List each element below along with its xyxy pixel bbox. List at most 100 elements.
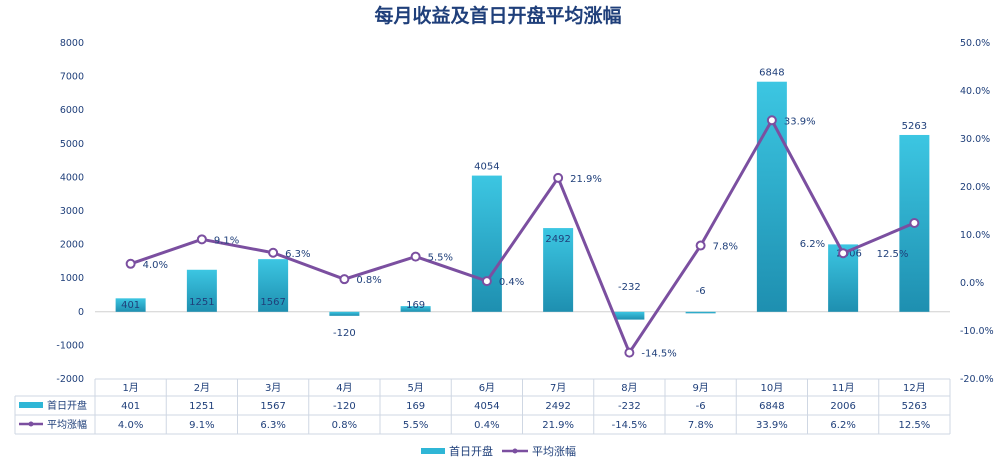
line-point bbox=[766, 115, 777, 126]
table-cell: 6848 bbox=[759, 401, 784, 412]
table-cell: -232 bbox=[618, 401, 641, 412]
line-data-label: 9.1% bbox=[214, 235, 239, 246]
right-tick-label: -20.0% bbox=[960, 374, 994, 385]
bar-legend-swatch bbox=[19, 402, 43, 408]
table-cell: -6 bbox=[696, 401, 706, 412]
left-tick-label: -2000 bbox=[56, 374, 84, 385]
line-data-label: 21.9% bbox=[570, 174, 602, 185]
line-point bbox=[481, 276, 492, 287]
line-data-label: 12.5% bbox=[877, 249, 909, 260]
line-point bbox=[268, 247, 279, 258]
bar bbox=[543, 228, 574, 312]
bar bbox=[471, 175, 502, 312]
bar bbox=[614, 311, 645, 320]
table-cell: 169 bbox=[406, 401, 425, 412]
bar-data-label: 1251 bbox=[189, 297, 214, 308]
table-category: 5月 bbox=[407, 382, 423, 394]
table-cell: 12.5% bbox=[898, 420, 930, 431]
table-cell: 0.8% bbox=[332, 420, 357, 431]
table-cell: -14.5% bbox=[612, 420, 647, 431]
right-tick-label: 40.0% bbox=[960, 86, 990, 97]
line-data-label: 33.9% bbox=[784, 116, 816, 127]
bar bbox=[329, 311, 360, 316]
left-tick-label: 8000 bbox=[60, 38, 84, 49]
legend: 首日开盘 平均涨幅 bbox=[421, 444, 576, 458]
bar-data-label: 2006 bbox=[836, 248, 861, 259]
bar bbox=[685, 311, 716, 314]
bar-data-label: 2492 bbox=[545, 234, 570, 245]
line-data-label: 0.8% bbox=[356, 275, 381, 286]
table-cell: 0.4% bbox=[474, 420, 499, 431]
bar-data-label: -120 bbox=[333, 328, 356, 339]
bar-data-label: -232 bbox=[618, 282, 641, 293]
bar bbox=[258, 259, 289, 312]
table-cell: 2006 bbox=[830, 401, 855, 412]
bar bbox=[186, 269, 217, 312]
table-cell: 9.1% bbox=[189, 420, 214, 431]
left-tick-label: 0 bbox=[78, 307, 84, 318]
line-data-label: 6.2% bbox=[800, 239, 825, 250]
line-point bbox=[553, 172, 564, 183]
table-category: 6月 bbox=[479, 382, 495, 394]
table-cell: 1251 bbox=[189, 401, 214, 412]
table-cell: 7.8% bbox=[688, 420, 713, 431]
left-tick-label: 4000 bbox=[60, 172, 84, 183]
left-tick-label: 5000 bbox=[60, 139, 84, 150]
line-data-label: 7.8% bbox=[713, 242, 738, 253]
left-tick-label: -1000 bbox=[56, 340, 84, 351]
bar-data-label: 401 bbox=[121, 300, 140, 311]
table-cell: 6.2% bbox=[830, 420, 855, 431]
bar bbox=[115, 298, 146, 312]
table-cell: 5263 bbox=[902, 401, 927, 412]
bar-data-label: 4054 bbox=[474, 162, 499, 173]
legend-line-label: 平均涨幅 bbox=[532, 445, 576, 458]
line-path bbox=[130, 118, 915, 355]
legend-bar-swatch bbox=[421, 448, 445, 454]
left-tick-label: 7000 bbox=[60, 72, 84, 83]
line-point bbox=[125, 258, 136, 269]
right-tick-label: 30.0% bbox=[960, 134, 990, 145]
table-category: 4月 bbox=[336, 382, 352, 394]
left-tick-label: 1000 bbox=[60, 273, 84, 284]
table-category: 10月 bbox=[761, 382, 784, 394]
line-point bbox=[410, 251, 421, 262]
table-category: 9月 bbox=[692, 382, 708, 394]
table-category: 3月 bbox=[265, 382, 281, 394]
table-category: 12月 bbox=[903, 382, 926, 394]
left-tick-label: 2000 bbox=[60, 240, 84, 251]
right-y-axis: 50.0% 40.0% 30.0% 20.0% 10.0% 0.0% -10.0% -20.0… bbox=[960, 38, 994, 385]
left-y-axis: 8000 7000 6000 5000 4000 3000 2000 1000 0 -1000 -2… bbox=[56, 38, 84, 385]
table-category: 8月 bbox=[621, 382, 637, 394]
bar-data-label: 1567 bbox=[260, 297, 285, 308]
right-tick-label: 10.0% bbox=[960, 230, 990, 241]
table-category: 11月 bbox=[832, 382, 855, 394]
line-series: 4.0% 9.1% 6.3% 0.8% 5.5% 0.4% 21.9% -14.5% 7.8% 3… bbox=[125, 115, 920, 360]
table-cell: 6.3% bbox=[260, 420, 285, 431]
line-data-label: 5.5% bbox=[428, 253, 453, 264]
left-tick-label: 3000 bbox=[60, 206, 84, 217]
table-cell: 1567 bbox=[260, 401, 285, 412]
line-data-label: -14.5% bbox=[641, 349, 676, 360]
right-tick-label: -10.0% bbox=[960, 326, 994, 337]
table-cell: 4054 bbox=[474, 401, 499, 412]
chart-title: 每月收益及首日开盘平均涨幅 bbox=[374, 4, 621, 27]
line-point bbox=[838, 248, 849, 259]
right-tick-label: 20.0% bbox=[960, 182, 990, 193]
line-data-label: 6.3% bbox=[285, 249, 310, 260]
table-cell: 4.0% bbox=[118, 420, 143, 431]
table-category: 7月 bbox=[550, 382, 566, 394]
table-cell: 2492 bbox=[545, 401, 570, 412]
table-category: 2月 bbox=[194, 382, 210, 394]
line-data-label: 4.0% bbox=[143, 260, 168, 271]
table-cell: 21.9% bbox=[542, 420, 574, 431]
line-point bbox=[624, 347, 635, 358]
line-point bbox=[695, 240, 706, 251]
bar-data-label: 5263 bbox=[902, 121, 927, 132]
table-category: 1月 bbox=[122, 382, 138, 394]
table-row-header: 平均涨幅 bbox=[47, 418, 87, 431]
table-cell: -120 bbox=[333, 401, 356, 412]
bar-data-label: 169 bbox=[406, 300, 425, 311]
table-cell: 33.9% bbox=[756, 420, 788, 431]
